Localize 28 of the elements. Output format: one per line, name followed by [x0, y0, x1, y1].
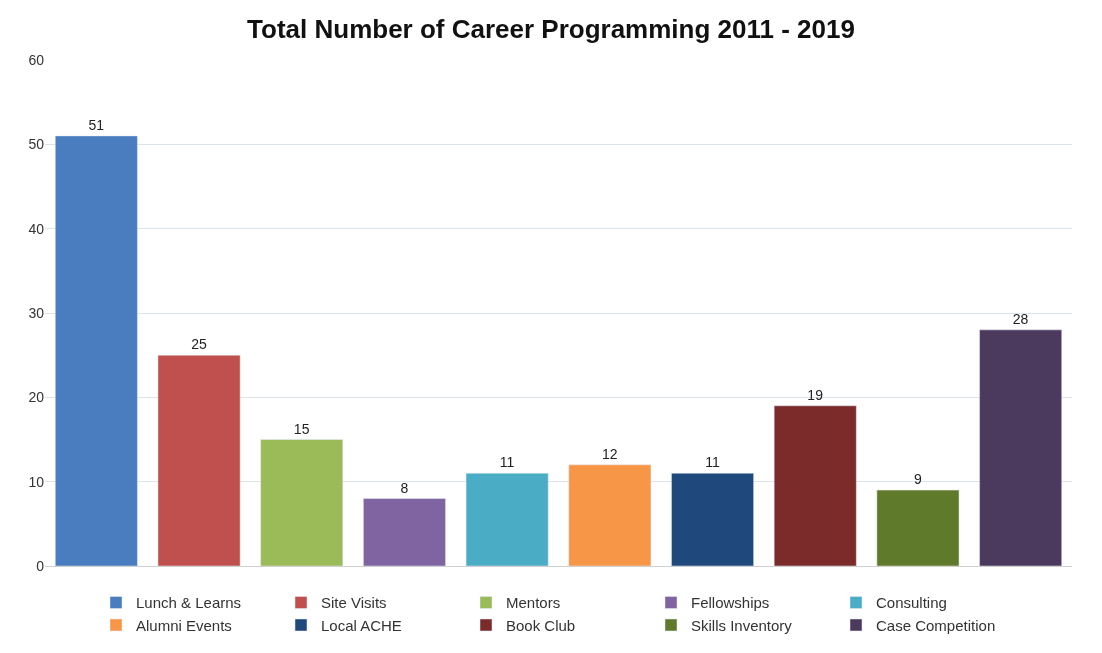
data-label: 11	[705, 454, 720, 471]
chart-title: Total Number of Career Programming 2011 - 2019	[247, 13, 855, 44]
y-tick-label: 0	[36, 557, 45, 574]
data-label: 9	[913, 471, 922, 488]
data-label: 12	[601, 445, 618, 462]
y-tick-label: 30	[28, 304, 45, 321]
legend-label: Alumni Events	[136, 616, 232, 634]
legend-label: Fellowships	[691, 594, 770, 612]
y-tick-label: 60	[28, 51, 45, 68]
y-tick-label: 10	[28, 473, 45, 490]
data-label: 11	[499, 454, 515, 471]
data-label: 28	[1012, 310, 1029, 327]
legend-label: Consulting	[876, 594, 947, 612]
data-label: 25	[191, 336, 207, 353]
legend-label: Case Competition	[876, 616, 996, 634]
data-label: 15	[293, 420, 310, 437]
legend-label: Book Club	[506, 616, 576, 634]
y-tick-label: 50	[28, 136, 45, 153]
legend-label: Skills Inventory	[691, 616, 793, 634]
legend-label: Mentors	[506, 594, 561, 612]
y-tick-label: 40	[28, 220, 45, 237]
y-tick-label: 20	[28, 389, 45, 406]
data-label: 51	[88, 116, 105, 133]
legend-label: Site Visits	[321, 594, 387, 612]
legend-label: Lunch & Learns	[136, 594, 242, 612]
data-label: 8	[400, 479, 409, 496]
legend-label: Local ACHE	[321, 616, 402, 634]
data-label: 19	[807, 386, 824, 403]
